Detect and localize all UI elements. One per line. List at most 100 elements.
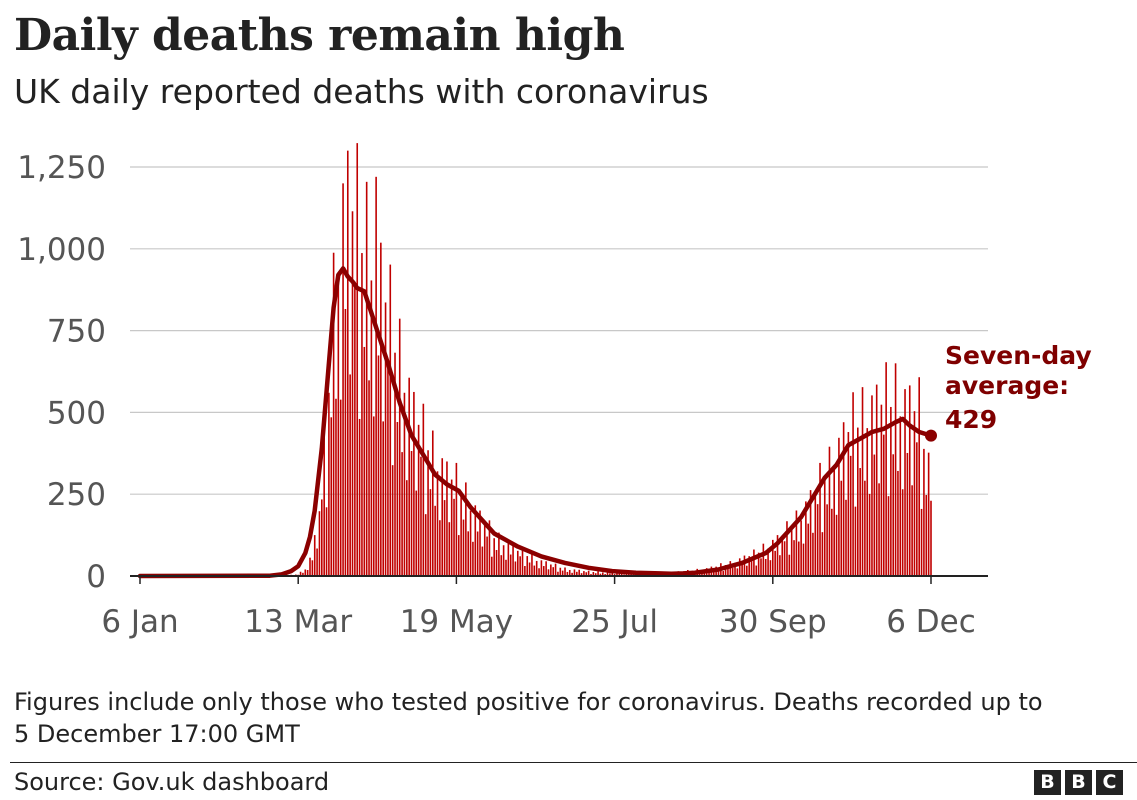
daily-bar: [819, 462, 821, 576]
daily-bar: [892, 454, 895, 576]
daily-bar: [857, 427, 859, 576]
source-label: Source: Gov.uk dashboard: [14, 768, 330, 796]
daily-bar: [727, 567, 729, 576]
daily-bar: [807, 523, 810, 576]
daily-bar: [880, 404, 883, 576]
daily-bar: [436, 471, 439, 576]
daily-bar: [330, 417, 333, 576]
daily-bar: [738, 558, 741, 576]
daily-bar: [370, 280, 373, 576]
latest-average-dot: [925, 429, 937, 442]
daily-bar: [868, 493, 871, 576]
daily-bar: [800, 520, 802, 576]
daily-bar: [897, 470, 899, 576]
daily-bar: [823, 479, 826, 576]
daily-bar: [321, 499, 323, 576]
daily-bar: [323, 425, 325, 576]
daily-bar: [545, 561, 547, 576]
daily-bar: [573, 569, 576, 576]
daily-bar: [344, 309, 347, 576]
daily-bar: [401, 452, 403, 576]
daily-bar: [398, 318, 401, 576]
daily-bar: [540, 560, 543, 576]
daily-bar: [849, 455, 852, 576]
daily-bar: [552, 567, 555, 576]
daily-bar: [743, 555, 746, 576]
daily-bar: [767, 548, 769, 576]
daily-bar: [457, 535, 460, 576]
daily-bar: [535, 560, 538, 576]
daily-bar: [415, 490, 418, 576]
daily-bar: [446, 461, 448, 576]
daily-bar: [816, 504, 819, 576]
daily-bar: [339, 399, 342, 576]
daily-bar: [918, 377, 920, 576]
y-tick-label: 1,000: [17, 232, 106, 268]
daily-bar: [828, 446, 831, 576]
daily-bar: [809, 490, 812, 576]
daily-bar: [901, 489, 904, 576]
daily-bar: [417, 424, 420, 576]
daily-bar: [512, 544, 514, 576]
daily-bar: [802, 543, 805, 576]
x-tick-label: 13 Mar: [244, 604, 352, 640]
daily-bar: [566, 571, 569, 576]
daily-bar: [309, 557, 311, 576]
daily-bar: [443, 500, 446, 576]
daily-bar: [772, 539, 774, 576]
daily-bar: [365, 181, 368, 576]
daily-bar: [861, 387, 864, 576]
x-axis-ticks: 6 Jan 13 Mar 19 May 25 Jul 30 Sep 6 Dec: [101, 576, 976, 640]
daily-bar: [814, 492, 817, 576]
daily-bar: [408, 377, 410, 576]
daily-bar: [479, 510, 481, 576]
gridlines: [130, 166, 988, 495]
daily-bar: [528, 562, 531, 576]
y-tick-label: 1,250: [17, 150, 106, 186]
average-annotation: Seven-day average: 429: [945, 341, 1092, 434]
daily-bar: [887, 496, 890, 576]
daily-bar: [899, 416, 902, 576]
x-tick-label: 6 Jan: [101, 604, 178, 640]
footer-divider: [10, 762, 1137, 763]
daily-bar: [729, 561, 732, 576]
daily-bar: [519, 556, 521, 576]
x-tick-label: 30 Sep: [719, 604, 827, 640]
daily-bar: [831, 508, 833, 576]
daily-bar: [788, 554, 791, 576]
daily-bar: [599, 573, 602, 576]
daily-bar: [847, 432, 850, 576]
daily-bar: [722, 571, 725, 576]
daily-bar: [611, 571, 614, 576]
daily-bar: [576, 571, 578, 576]
chart-subtitle: UK daily reported deaths with coronaviru…: [14, 72, 709, 111]
daily-bar: [795, 510, 798, 576]
seven-day-average-line: [137, 266, 934, 579]
daily-bar: [550, 564, 552, 576]
daily-bar: [840, 480, 843, 576]
daily-bar: [554, 563, 557, 576]
logo-letter: C: [1096, 770, 1123, 795]
daily-bar: [431, 430, 434, 576]
daily-bar: [871, 395, 873, 576]
daily-bar: [859, 468, 861, 576]
daily-bar: [774, 550, 776, 576]
daily-bar: [564, 567, 566, 576]
daily-bar: [927, 452, 930, 576]
daily-bar: [502, 545, 505, 576]
daily-bar: [734, 562, 736, 576]
daily-bar: [781, 535, 784, 576]
daily-bar: [516, 550, 519, 576]
daily-bar: [717, 567, 720, 576]
daily-bar: [514, 561, 517, 576]
daily-bar: [403, 392, 406, 576]
daily-bar: [908, 385, 911, 576]
daily-bar: [753, 549, 755, 576]
daily-bar: [606, 571, 609, 576]
daily-bar: [465, 482, 467, 576]
daily-bar: [930, 500, 932, 576]
daily-bar: [509, 554, 512, 576]
daily-bar: [812, 532, 814, 576]
daily-bar: [391, 465, 394, 576]
daily-bar: [594, 573, 597, 576]
